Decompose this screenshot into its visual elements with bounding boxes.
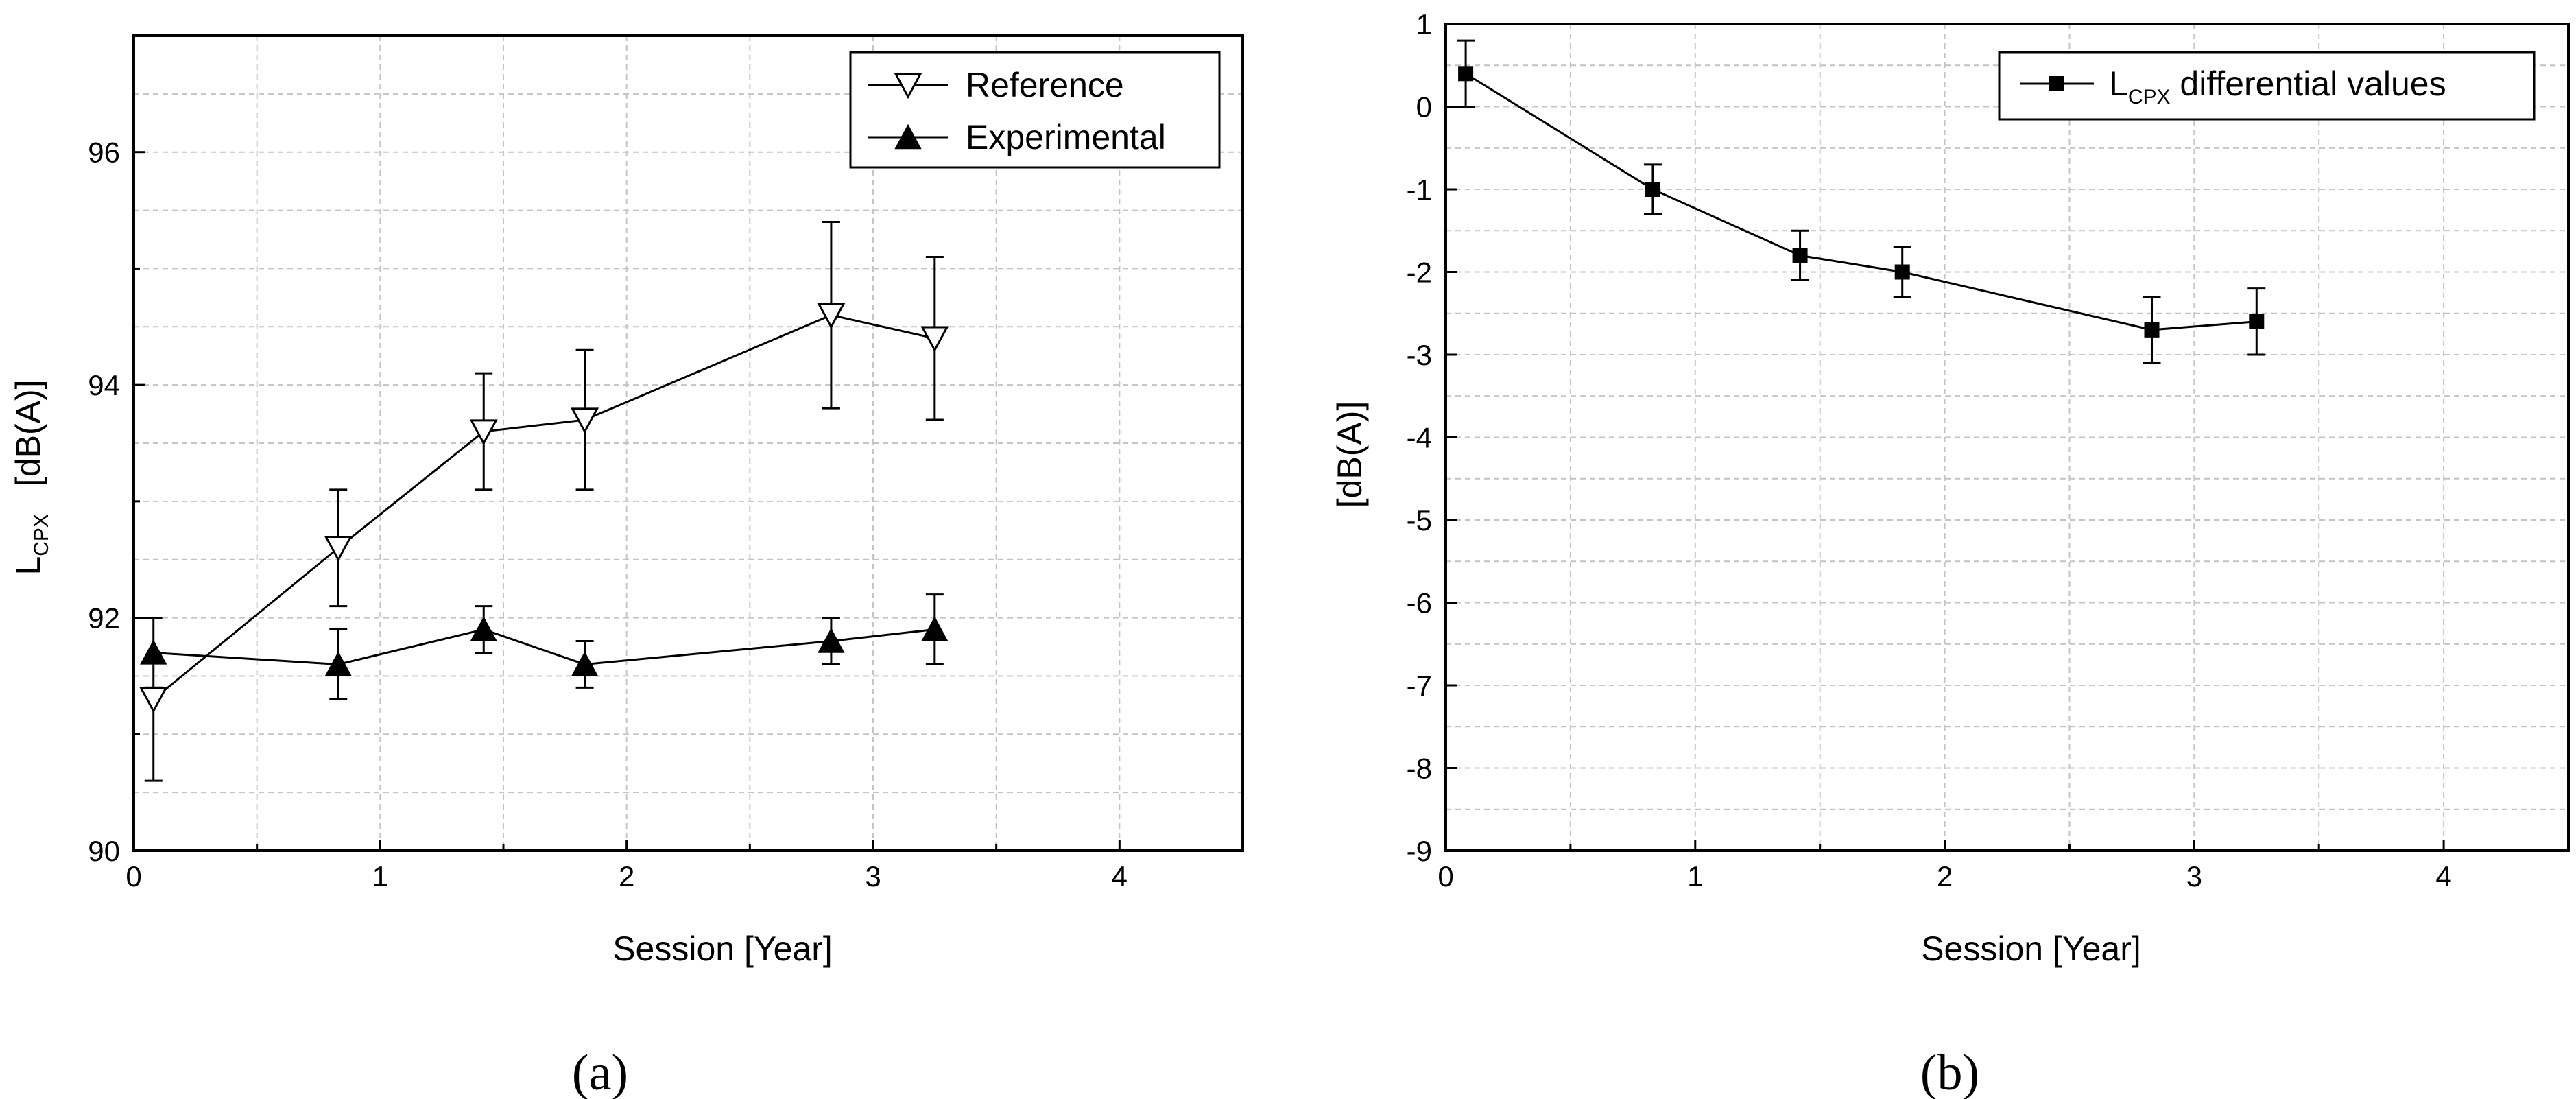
panel-b-x-tick-label: 4 [2435,860,2451,893]
panel-a-y-axis-title-main: L [9,556,47,576]
panel-b-grid [1446,24,2568,851]
panel-a-x-tick-label: 3 [865,860,881,893]
panel-b-x-tick-label: 0 [1438,860,1453,893]
panel-b-y-tick-label: -1 [1407,174,1432,206]
panel-a-series-0-line [152,314,935,700]
panel-a-series-0-point [469,419,498,446]
panel-a-series-1-point [324,651,352,676]
panel-b-series [1457,39,2266,364]
panel-b-legend: LCPX differential values [1998,51,2536,121]
panel-b-y-tick-label: -9 [1407,835,1432,867]
panel-a-series [139,221,949,782]
panel-b-y-tick-label: -2 [1407,257,1432,289]
panel-b-legend-label: LCPX differential values [2109,64,2446,108]
panel-b-series-0-point [1645,182,1660,197]
panel-b-series-0-point [2249,314,2265,329]
panel-a-legend-label-0: Reference [966,66,1124,104]
panel-b-y-tick-label: -3 [1407,339,1432,371]
panel-a-ticks [132,151,1121,852]
panel-b-series-0-point [1894,264,1910,280]
panel-a-y-tick-label: 92 [88,602,120,635]
panel-b-series-0-point [1458,66,1474,82]
panel-b-tick-labels: 0 1 2 3 4 -9 -8 -7 -6 -5 -4 -3 -2 -1 0 1 [1407,8,2452,893]
panel-a-y-axis-title-subscript: CPX [30,514,53,556]
panel-a-series-1-point [571,651,599,676]
panel-a-tick-labels: 0 1 2 3 4 90 92 94 96 [88,137,1128,893]
panel-b-ticks [1444,23,2445,852]
panel-a-x-tick-label: 1 [372,860,388,893]
panel-b-legend-label-subscript: CPX [2128,86,2171,108]
panel-b-label-text: (b) [1920,1045,1979,1099]
panel-a-chart: 0 1 2 3 4 90 92 94 96 Session [Year] LCPX [dB(A)]… [9,34,1244,968]
panel-a-label: (a) [572,1045,628,1099]
panel-b-legend-box [1998,51,2536,121]
panel-a-y-axis-title-unit: [dB(A)] [9,379,47,486]
panel-a-plot-frame [132,34,1244,852]
panel-a-legend-label-1: Experimental [966,118,1166,156]
panel-b-y-tick-label: -4 [1407,422,1432,454]
panel-a-series-1-line [153,628,935,665]
panel-a-y-tick-label: 96 [88,137,120,169]
panel-b-x-tick-label: 1 [1687,860,1703,893]
panel-a-x-tick-label: 2 [619,860,634,893]
panel-b-series-0-line [1465,73,2257,331]
panel-b-y-axis-title: [dB(A)] [1331,401,1369,508]
panel-b-series-0-point [1792,248,1808,263]
panel-a-series-0-point [571,407,599,434]
panel-a-series-1-point [140,639,167,665]
panel-b-series-0-point [2144,322,2160,338]
panel-b-chart: 0 1 2 3 4 -9 -8 -7 -6 -5 -4 -3 -2 -1 0 1 Session [Year]… [1331,8,2570,968]
panel-a-x-axis-title: Session [Year] [612,930,833,968]
panel-a-series-0-point [324,536,353,562]
panel-a-y-tick-label: 90 [88,835,120,867]
panel-b-legend-label-rest: differential values [2171,64,2446,103]
panel-a-legend-marker-0 [894,73,922,99]
panel-a-series-0-point [817,303,846,329]
panel-b-label: (b) [1920,1045,1979,1099]
panel-a-series-0-point [139,687,168,713]
panel-a-y-axis-title: LCPX [dB(A)] [9,379,53,575]
panel-a-series-1-point [470,616,497,641]
panel-b-y-tick-label: 0 [1416,91,1432,123]
panel-b-y-tick-label: -7 [1407,670,1432,702]
panel-a-y-tick-label: 94 [88,369,120,401]
panel-a-legend: Reference Experimental [849,51,1221,169]
panel-a-series-0-point [920,326,949,353]
panel-b-x-tick-label: 3 [2186,860,2202,893]
panel-b-y-tick-label: -8 [1407,753,1432,785]
panel-b-x-tick-label: 2 [1937,860,1953,893]
panel-a-x-tick-label: 4 [1112,860,1128,893]
panel-a-legend-marker-1 [894,123,922,150]
panel-b-y-tick-label: -5 [1407,504,1432,536]
panel-a-x-tick-label: 0 [126,860,141,893]
panel-b-y-tick-label: 1 [1416,8,1432,40]
panel-b-y-tick-label: -6 [1407,587,1432,619]
panel-a-series-1-point [818,628,845,653]
panel-b-x-axis-title: Session [Year] [1921,930,2141,968]
panel-b-legend-label-main: L [2109,64,2128,103]
panel-b-legend-marker [2049,76,2064,91]
panel-a-label-text: (a) [572,1045,628,1099]
panel-a-series-1-point [921,616,949,641]
